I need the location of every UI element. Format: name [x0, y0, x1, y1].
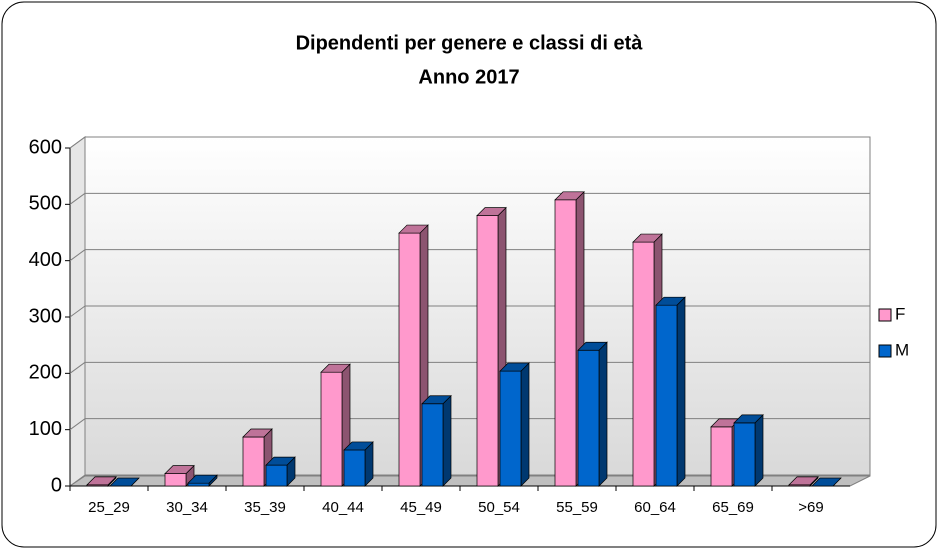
bar-top	[499, 362, 530, 372]
y-tick-label: 300	[29, 305, 62, 327]
y-tick-label: 400	[29, 249, 62, 271]
bar-top	[655, 296, 686, 306]
bar	[632, 241, 655, 487]
y-tick-label: 600	[29, 136, 62, 158]
bar	[476, 215, 499, 487]
bar-top	[811, 477, 842, 487]
bar-top	[476, 207, 507, 216]
bar-top	[187, 474, 218, 484]
bar-top	[577, 341, 608, 351]
bar	[733, 422, 756, 487]
bar	[554, 199, 577, 487]
y-tick-label: 200	[29, 362, 62, 384]
bar-top	[421, 395, 452, 405]
y-tick-label: 100	[29, 418, 62, 440]
bar-top	[320, 363, 351, 373]
bar	[655, 304, 678, 487]
legend-label: F	[895, 304, 905, 323]
legend-swatch	[878, 308, 892, 322]
bar	[242, 436, 265, 487]
bar	[265, 464, 288, 487]
chart-title: Dipendenti per genere e classi di età	[296, 32, 644, 54]
bar-top	[86, 476, 117, 486]
bar-side	[676, 296, 686, 487]
bar	[398, 232, 421, 487]
bar	[320, 371, 343, 487]
bar	[577, 349, 600, 487]
grid-line	[69, 136, 86, 149]
x-tick-label: 55_59	[556, 499, 598, 516]
bar-top	[242, 428, 273, 438]
y-tick-label: 500	[29, 193, 62, 215]
legend-swatch	[878, 344, 892, 358]
bar	[187, 482, 210, 487]
grid-line	[69, 474, 86, 487]
bar	[499, 370, 522, 487]
bar-top	[265, 456, 296, 466]
x-tick-label: 45_49	[400, 499, 442, 516]
grid-line	[69, 249, 86, 262]
bar-top	[343, 441, 374, 451]
bar-top	[554, 191, 585, 201]
bar-top	[733, 414, 764, 424]
x-tick-label: 25_29	[88, 499, 130, 516]
bar-side	[442, 394, 452, 487]
x-tick-label: >69	[798, 499, 823, 516]
bar-top	[398, 224, 429, 234]
y-tick-label: 0	[51, 474, 62, 496]
grid-line	[69, 361, 86, 374]
legend-label: M	[895, 340, 909, 359]
x-tick-label: 40_44	[322, 499, 364, 516]
bar-top	[164, 465, 195, 474]
bar-top	[109, 477, 140, 487]
bar-top	[788, 476, 819, 486]
x-tick-label: 60_64	[634, 499, 676, 516]
grid-line	[69, 192, 86, 205]
x-tick-label: 35_39	[244, 499, 286, 516]
bar-side	[520, 362, 530, 487]
x-tick-label: 50_54	[478, 499, 520, 516]
x-tick-label: 65_69	[712, 499, 754, 516]
grid-line	[69, 418, 86, 431]
bar	[710, 426, 733, 487]
bar-top	[632, 233, 663, 243]
bar	[421, 403, 444, 487]
x-tick-label: 30_34	[166, 499, 208, 516]
grid-line	[69, 305, 86, 318]
bar	[343, 449, 366, 487]
bar-side	[754, 414, 764, 487]
chart-subtitle: Anno 2017	[418, 66, 519, 88]
bar	[164, 473, 187, 487]
bar-side	[598, 341, 608, 487]
